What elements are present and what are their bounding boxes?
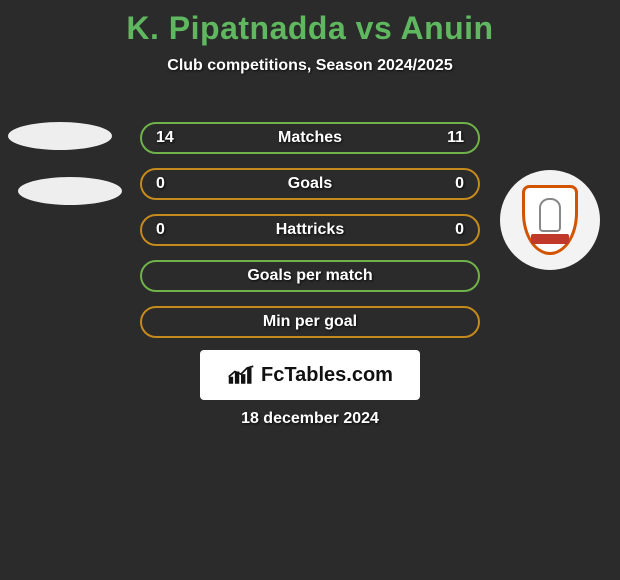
stat-row: Goals per match [140, 260, 480, 292]
stat-label: Matches [142, 129, 478, 147]
brand-text: FcTables.com [261, 364, 393, 387]
bar-chart-icon [227, 363, 255, 387]
stat-right-value: 0 [455, 221, 464, 239]
player-left-photo-placeholder-2 [18, 177, 122, 205]
stat-right-value: 11 [447, 129, 464, 147]
club-logo [500, 170, 600, 270]
stat-right-value: 0 [455, 175, 464, 193]
stat-left-value: 14 [156, 129, 174, 147]
stat-row: 0Goals0 [140, 168, 480, 200]
subtitle: Club competitions, Season 2024/2025 [0, 57, 620, 75]
stat-label: Goals per match [142, 267, 478, 285]
stat-label: Goals [142, 175, 478, 193]
stats-container: 14Matches110Goals00Hattricks0Goals per m… [140, 122, 480, 352]
date-text: 18 december 2024 [0, 410, 620, 428]
player-left-photo-placeholder-1 [8, 122, 112, 150]
stat-row: 0Hattricks0 [140, 214, 480, 246]
stat-label: Min per goal [142, 313, 478, 331]
brand-attribution: FcTables.com [200, 350, 420, 400]
stat-left-value: 0 [156, 221, 165, 239]
page-title: K. Pipatnadda vs Anuin [0, 0, 620, 47]
stat-row: 14Matches11 [140, 122, 480, 154]
stat-left-value: 0 [156, 175, 165, 193]
stat-label: Hattricks [142, 221, 478, 239]
stat-row: Min per goal [140, 306, 480, 338]
shield-icon [522, 185, 578, 255]
